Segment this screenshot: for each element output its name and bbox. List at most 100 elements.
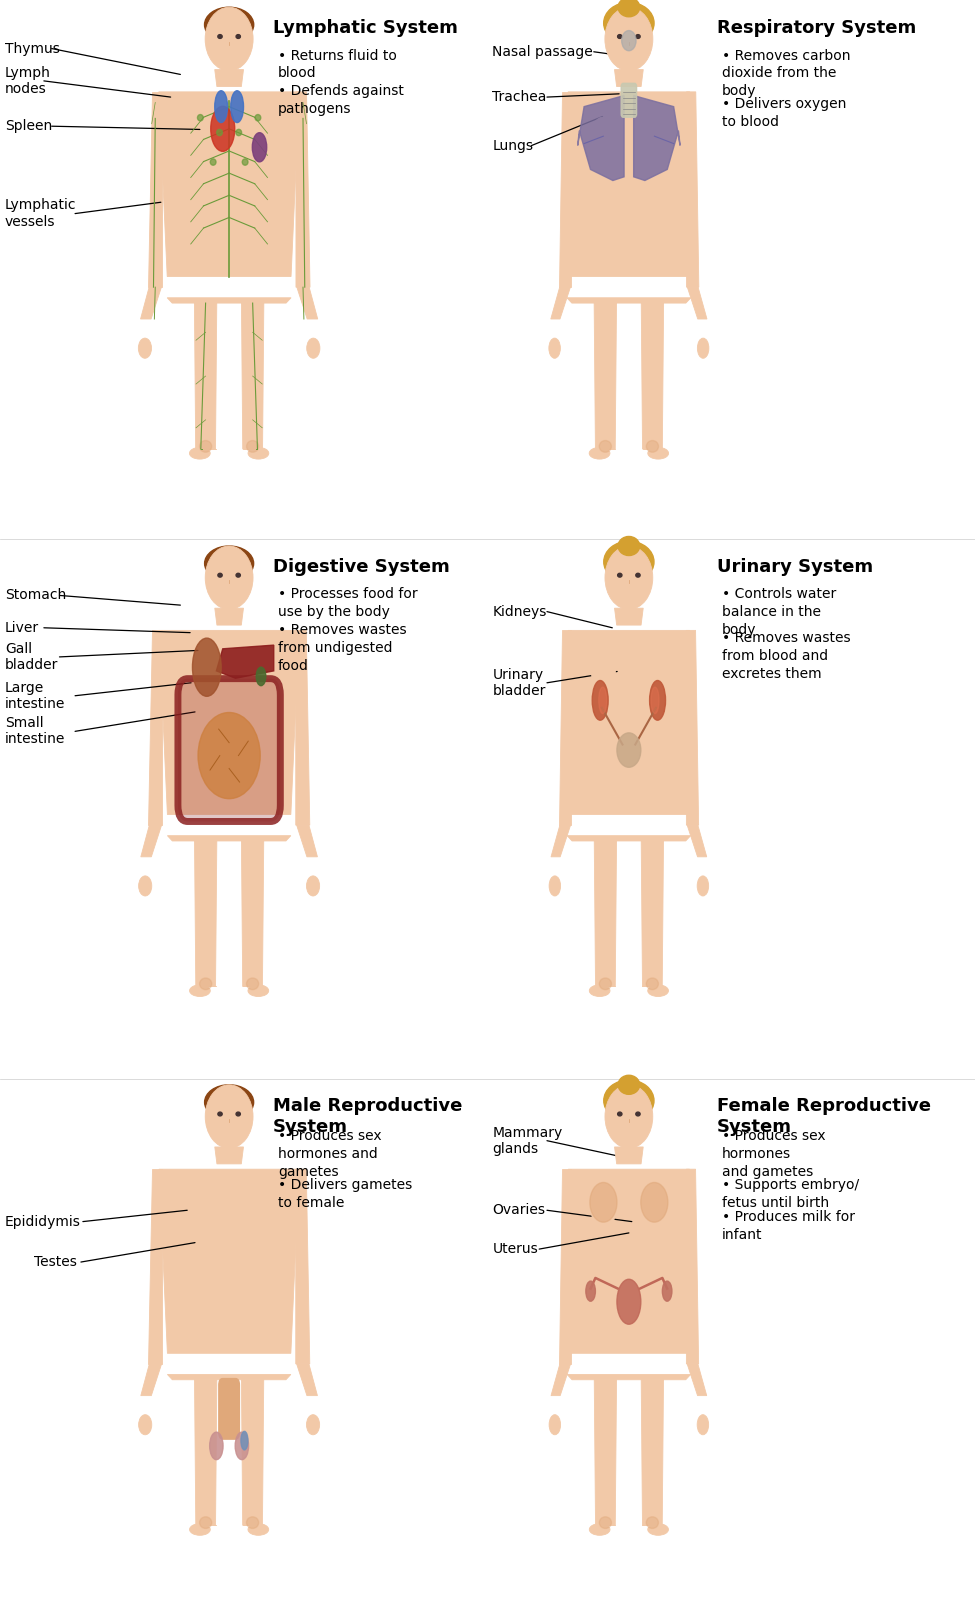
Ellipse shape bbox=[205, 6, 254, 42]
Polygon shape bbox=[551, 1364, 570, 1396]
Ellipse shape bbox=[205, 1084, 254, 1120]
Polygon shape bbox=[148, 631, 163, 825]
Polygon shape bbox=[687, 1364, 707, 1396]
Ellipse shape bbox=[599, 688, 606, 714]
Ellipse shape bbox=[138, 338, 151, 358]
Ellipse shape bbox=[236, 573, 241, 578]
Ellipse shape bbox=[236, 129, 242, 136]
Polygon shape bbox=[214, 608, 244, 625]
Ellipse shape bbox=[592, 655, 615, 689]
Ellipse shape bbox=[604, 3, 654, 44]
Polygon shape bbox=[687, 825, 707, 858]
Polygon shape bbox=[551, 825, 570, 858]
Ellipse shape bbox=[643, 1194, 666, 1228]
Ellipse shape bbox=[256, 667, 266, 686]
Ellipse shape bbox=[643, 655, 666, 689]
Ellipse shape bbox=[641, 1183, 668, 1222]
Ellipse shape bbox=[192, 637, 221, 696]
Ellipse shape bbox=[589, 1524, 610, 1535]
Ellipse shape bbox=[617, 733, 641, 767]
Ellipse shape bbox=[604, 542, 654, 582]
Ellipse shape bbox=[253, 133, 267, 162]
Polygon shape bbox=[296, 1364, 318, 1396]
Ellipse shape bbox=[617, 1112, 622, 1116]
Ellipse shape bbox=[205, 1084, 254, 1149]
Polygon shape bbox=[686, 631, 699, 825]
Polygon shape bbox=[295, 631, 310, 825]
Ellipse shape bbox=[697, 875, 709, 896]
FancyBboxPatch shape bbox=[621, 83, 637, 116]
Ellipse shape bbox=[600, 1516, 611, 1529]
Ellipse shape bbox=[618, 537, 640, 555]
Polygon shape bbox=[148, 92, 162, 286]
FancyBboxPatch shape bbox=[218, 1379, 240, 1438]
Polygon shape bbox=[140, 286, 162, 319]
Ellipse shape bbox=[647, 1524, 669, 1535]
Polygon shape bbox=[614, 608, 644, 625]
Text: Testes: Testes bbox=[34, 1256, 77, 1269]
Ellipse shape bbox=[307, 338, 320, 358]
Ellipse shape bbox=[618, 1076, 640, 1094]
Ellipse shape bbox=[306, 1414, 320, 1435]
Ellipse shape bbox=[604, 1084, 653, 1149]
Ellipse shape bbox=[255, 115, 260, 121]
Text: • Returns fluid to
blood: • Returns fluid to blood bbox=[278, 49, 397, 81]
Text: Urinary System: Urinary System bbox=[717, 558, 873, 576]
Polygon shape bbox=[140, 825, 162, 858]
Ellipse shape bbox=[189, 1524, 211, 1535]
Ellipse shape bbox=[549, 1414, 561, 1435]
Polygon shape bbox=[642, 303, 664, 450]
Polygon shape bbox=[578, 95, 624, 181]
Ellipse shape bbox=[549, 875, 561, 896]
Text: Male Reproductive
System: Male Reproductive System bbox=[273, 1097, 462, 1136]
Text: Lungs: Lungs bbox=[492, 139, 533, 152]
Text: Female Reproductive
System: Female Reproductive System bbox=[717, 1097, 930, 1136]
Polygon shape bbox=[140, 1364, 162, 1396]
Ellipse shape bbox=[247, 440, 258, 451]
Ellipse shape bbox=[248, 1524, 269, 1535]
Ellipse shape bbox=[241, 1432, 248, 1450]
Text: • Delivers gametes
to female: • Delivers gametes to female bbox=[278, 1178, 412, 1210]
Polygon shape bbox=[686, 1170, 699, 1364]
Ellipse shape bbox=[549, 338, 561, 358]
Ellipse shape bbox=[217, 573, 222, 578]
Ellipse shape bbox=[647, 448, 669, 460]
Ellipse shape bbox=[207, 1087, 252, 1146]
Ellipse shape bbox=[622, 31, 636, 50]
Ellipse shape bbox=[600, 977, 611, 990]
Polygon shape bbox=[634, 95, 680, 181]
Ellipse shape bbox=[306, 875, 320, 896]
Ellipse shape bbox=[207, 549, 252, 607]
Polygon shape bbox=[168, 835, 291, 841]
Ellipse shape bbox=[617, 34, 622, 39]
Text: Large
intestine: Large intestine bbox=[5, 681, 65, 710]
Ellipse shape bbox=[138, 875, 152, 896]
Polygon shape bbox=[567, 835, 690, 841]
Ellipse shape bbox=[604, 545, 653, 610]
Ellipse shape bbox=[198, 712, 260, 799]
Ellipse shape bbox=[200, 1516, 212, 1529]
Text: • Produces sex
hormones and
gametes: • Produces sex hormones and gametes bbox=[278, 1129, 381, 1180]
Polygon shape bbox=[296, 286, 318, 319]
Polygon shape bbox=[567, 1374, 690, 1380]
Ellipse shape bbox=[662, 1281, 672, 1301]
Polygon shape bbox=[159, 92, 299, 277]
Text: • Controls water
balance in the
body: • Controls water balance in the body bbox=[722, 587, 836, 637]
Polygon shape bbox=[214, 70, 244, 86]
Polygon shape bbox=[194, 841, 216, 987]
Text: • Removes carbon
dioxide from the
body: • Removes carbon dioxide from the body bbox=[722, 49, 850, 99]
Ellipse shape bbox=[217, 34, 222, 39]
Polygon shape bbox=[559, 92, 571, 286]
Ellipse shape bbox=[604, 1081, 654, 1121]
Ellipse shape bbox=[590, 1183, 617, 1222]
Polygon shape bbox=[242, 1380, 264, 1526]
Ellipse shape bbox=[592, 1194, 615, 1228]
Text: Thymus: Thymus bbox=[5, 42, 59, 55]
Polygon shape bbox=[594, 1380, 616, 1526]
Ellipse shape bbox=[138, 1414, 152, 1435]
Ellipse shape bbox=[618, 0, 640, 16]
Polygon shape bbox=[148, 1170, 163, 1364]
Polygon shape bbox=[566, 298, 691, 303]
Ellipse shape bbox=[216, 129, 222, 136]
Ellipse shape bbox=[646, 440, 658, 451]
